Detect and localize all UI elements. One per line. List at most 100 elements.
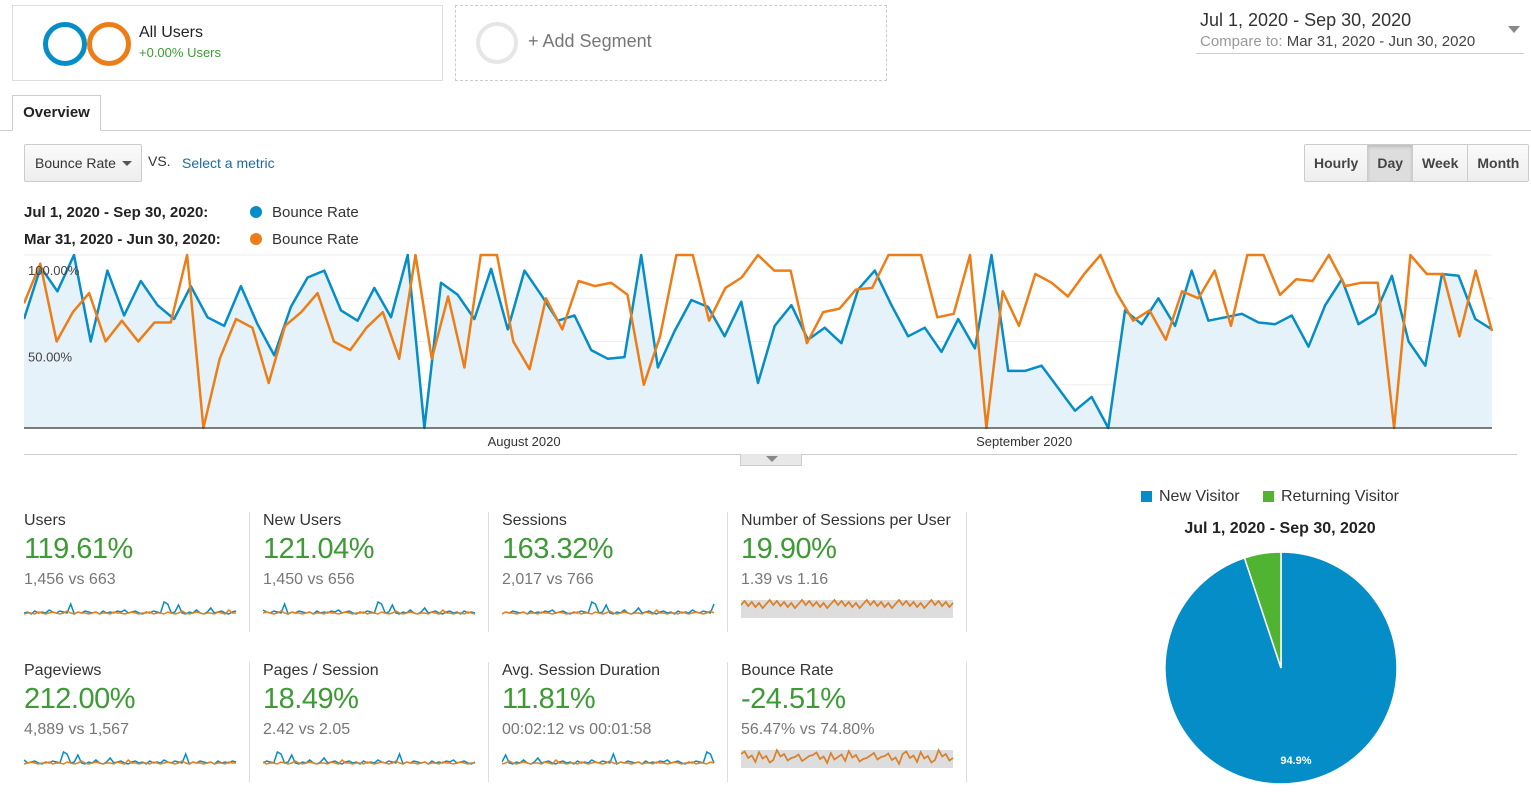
chevron-down-icon xyxy=(1508,26,1520,33)
scorecard-comparison: 1,450 vs 656 xyxy=(263,571,355,588)
legend-metric-current: Bounce Rate xyxy=(272,204,359,221)
scorecard-name: Avg. Session Duration xyxy=(502,662,661,679)
segment-title: All Users xyxy=(139,24,204,41)
sparkline-compare xyxy=(24,608,236,615)
scorecard-name: Bounce Rate xyxy=(741,662,834,679)
bounce-rate-line-chart: 100.00% 50.00% August 2020 September 2020 xyxy=(24,253,1494,449)
add-segment-label: + Add Segment xyxy=(528,31,652,51)
sparkline-compare xyxy=(502,608,715,615)
segment-subtitle: +0.00% Users xyxy=(139,45,222,60)
tab-overview[interactable]: Overview xyxy=(12,95,101,131)
date-range-picker[interactable]: Jul 1, 2020 - Sep 30, 2020 Compare to: M… xyxy=(1196,8,1524,54)
sparkline-compare xyxy=(741,598,954,610)
compare-value: Mar 31, 2020 - Jun 30, 2020 xyxy=(1286,33,1476,50)
pie-slice-returning-visitor xyxy=(1243,551,1282,669)
tab-divider xyxy=(0,130,1531,131)
scorecard-sessions[interactable]: Sessions 163.32% 2,017 vs 766 xyxy=(502,512,727,632)
scorecard-sparkline xyxy=(741,598,954,618)
collapse-chart-handle[interactable] xyxy=(740,454,802,466)
scorecard-name: Pageviews xyxy=(24,662,102,679)
scorecard-comparison: 00:02:12 vs 00:01:58 xyxy=(502,721,652,738)
scorecard-comparison: 1.39 vs 1.16 xyxy=(741,571,829,588)
visitor-type-pie-chart: 94.9% xyxy=(1164,551,1398,785)
legend-range-current: Jul 1, 2020 - Sep 30, 2020: xyxy=(24,204,209,221)
legend-new-visitor: New Visitor xyxy=(1159,488,1240,505)
card-divider xyxy=(727,512,728,632)
card-divider xyxy=(488,662,489,782)
scorecard-name: Sessions xyxy=(502,512,567,529)
scorecard-percent-change: 119.61% xyxy=(24,533,133,565)
card-divider xyxy=(488,512,489,632)
scorecard-comparison: 4,889 vs 1,567 xyxy=(24,721,129,738)
segment-all-users[interactable]: All Users +0.00% Users xyxy=(12,5,443,81)
scorecard-sparkline xyxy=(24,750,237,766)
segment-orange-ring-icon xyxy=(87,22,131,66)
scorecard-percent-change: 212.00% xyxy=(24,683,136,715)
y-tick-label: 50.00% xyxy=(28,350,73,365)
scorecard-sparkline xyxy=(24,600,237,616)
granularity-week-button[interactable]: Week xyxy=(1413,145,1469,181)
granularity-day-button[interactable]: Day xyxy=(1368,145,1414,181)
scorecard-percent-change: -24.51% xyxy=(741,683,846,715)
add-segment-button[interactable]: + Add Segment xyxy=(455,5,887,81)
metric-select-value: Bounce Rate xyxy=(35,155,116,171)
compare-label: Compare to: xyxy=(1200,33,1283,50)
sparkline-compare xyxy=(502,758,715,765)
series-line-current xyxy=(24,253,1493,430)
scorecard-bounce-rate[interactable]: Bounce Rate -24.51% 56.47% vs 74.80% xyxy=(741,662,966,782)
scorecard-percent-change: 18.49% xyxy=(263,683,359,715)
series-area-current xyxy=(24,255,1492,428)
scorecard-sparkline xyxy=(741,748,954,768)
segment-blue-ring-icon xyxy=(43,22,87,66)
scorecard-number-of-sessions-per-user[interactable]: Number of Sessions per User 19.90% 1.39 vs… xyxy=(741,512,966,632)
chevron-down-icon xyxy=(122,161,132,166)
pie-title: Jul 1, 2020 - Sep 30, 2020 xyxy=(1184,520,1376,537)
date-range-main: Jul 1, 2020 - Sep 30, 2020 xyxy=(1200,10,1412,30)
scorecard-name: Users xyxy=(24,512,66,529)
scorecard-avg-session-duration[interactable]: Avg. Session Duration 11.81% 00:02:12 vs 0… xyxy=(502,662,727,782)
x-tick-label: August 2020 xyxy=(488,434,561,449)
scorecard-percent-change: 163.32% xyxy=(502,533,614,565)
scorecard-pageviews[interactable]: Pageviews 212.00% 4,889 vs 1,567 xyxy=(24,662,249,782)
legend-dot-compare-icon xyxy=(250,233,262,245)
add-segment-ring-icon xyxy=(476,22,518,64)
scorecard-users[interactable]: Users 119.61% 1,456 vs 663 xyxy=(24,512,249,632)
series-line-compare xyxy=(24,253,1494,430)
scorecard-comparison: 2.42 vs 2.05 xyxy=(263,721,351,738)
scorecard-sparkline xyxy=(502,750,715,766)
legend-metric-compare: Bounce Rate xyxy=(272,231,359,248)
granularity-hourly-button[interactable]: Hourly xyxy=(1305,145,1369,181)
sparkline-shade xyxy=(741,600,953,618)
scorecard-name: Pages / Session xyxy=(263,662,379,679)
scorecard-percent-change: 19.90% xyxy=(741,533,837,565)
scorecard-percent-change: 121.04% xyxy=(263,533,375,565)
sparkline-compare xyxy=(263,608,476,615)
legend-returning-visitor-swatch-icon xyxy=(1263,491,1274,502)
scorecard-name: New Users xyxy=(263,512,342,529)
pie-slice-label: 94.9% xyxy=(1280,755,1311,767)
metric-select[interactable]: Bounce Rate xyxy=(24,144,142,182)
scorecard-sparkline xyxy=(502,600,715,615)
card-divider xyxy=(727,662,728,782)
card-divider xyxy=(966,512,967,632)
date-range-compare: Compare to: Mar 31, 2020 - Jun 30, 2020 xyxy=(1200,33,1475,50)
scorecard-pages-session[interactable]: Pages / Session 18.49% 2.42 vs 2.05 xyxy=(263,662,488,782)
scorecard-sparkline xyxy=(263,600,476,616)
vs-label: VS. xyxy=(148,153,171,169)
scorecard-percent-change: 11.81% xyxy=(502,683,596,715)
granularity-toggle: Hourly Day Week Month xyxy=(1304,144,1530,182)
legend-returning-visitor: Returning Visitor xyxy=(1281,488,1399,505)
scorecard-name: Number of Sessions per User xyxy=(741,512,951,529)
legend-range-compare: Mar 31, 2020 - Jun 30, 2020: xyxy=(24,231,221,248)
select-metric-link[interactable]: Select a metric xyxy=(182,155,275,171)
sparkline-compare xyxy=(263,758,475,765)
card-divider xyxy=(249,662,250,782)
y-tick-label: 100.00% xyxy=(28,263,80,278)
sparkline-compare xyxy=(24,758,236,765)
scorecard-sparkline xyxy=(263,750,476,766)
granularity-month-button[interactable]: Month xyxy=(1468,145,1529,181)
scorecard-new-users[interactable]: New Users 121.04% 1,450 vs 656 xyxy=(263,512,488,632)
scorecard-comparison: 2,017 vs 766 xyxy=(502,571,594,588)
sparkline-current xyxy=(502,600,715,615)
scorecard-comparison: 56.47% vs 74.80% xyxy=(741,721,875,738)
